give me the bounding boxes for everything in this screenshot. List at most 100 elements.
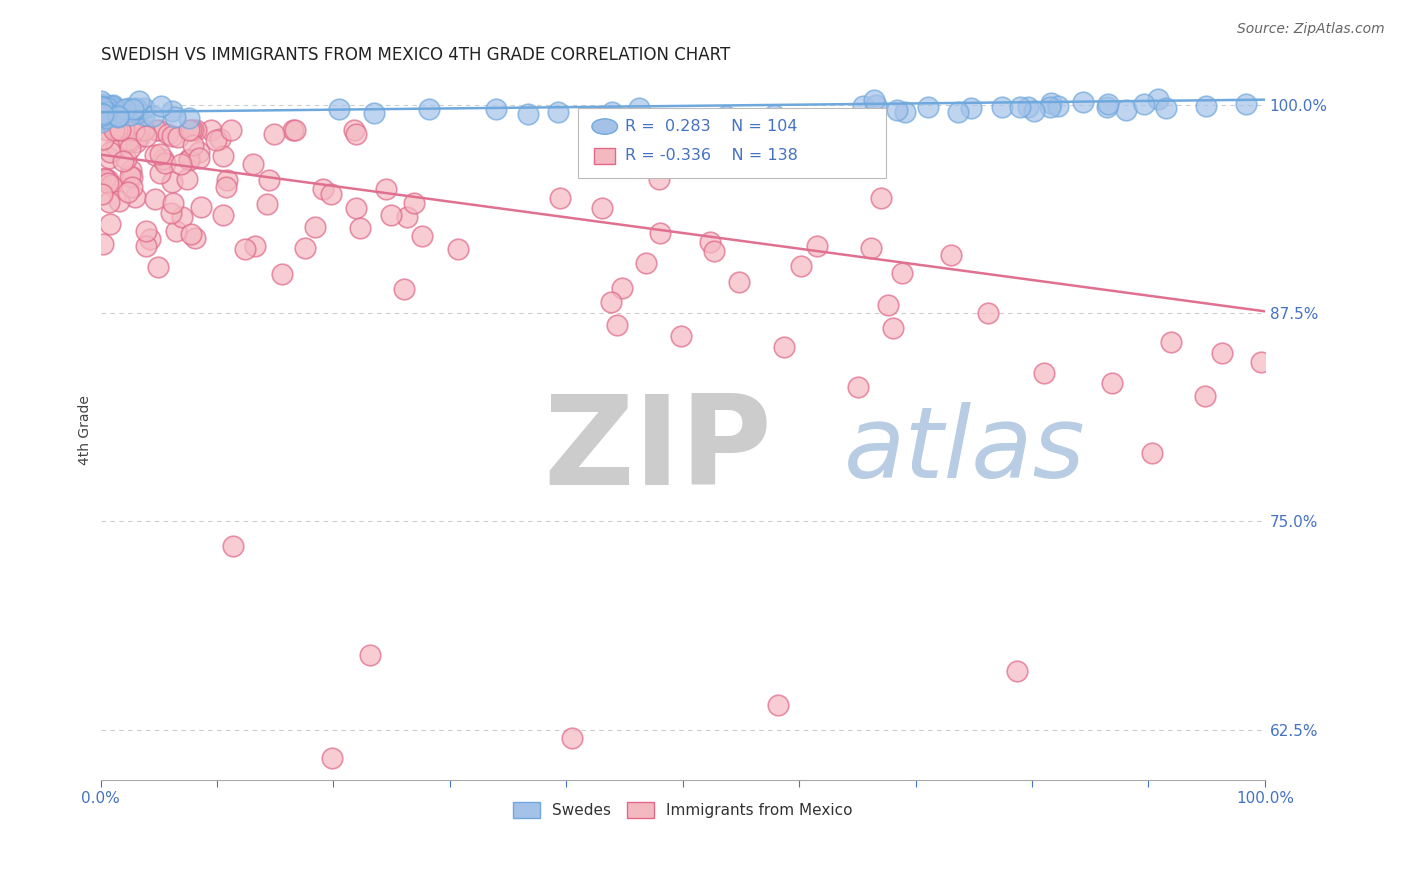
Point bbox=[374, 182, 396, 196]
Point bbox=[188, 151, 211, 165]
Point bbox=[396, 210, 419, 224]
Point bbox=[160, 103, 183, 118]
Point bbox=[418, 102, 440, 116]
Point bbox=[600, 104, 623, 119]
Point bbox=[132, 101, 155, 115]
Point bbox=[304, 220, 326, 235]
Point bbox=[484, 102, 506, 116]
Point bbox=[132, 122, 155, 136]
Point bbox=[188, 145, 211, 159]
Point bbox=[91, 102, 114, 116]
Point bbox=[1140, 445, 1163, 459]
Point bbox=[648, 171, 671, 186]
Point bbox=[162, 175, 184, 189]
Point bbox=[90, 100, 112, 114]
Point bbox=[917, 100, 939, 114]
Point bbox=[763, 108, 786, 122]
Point bbox=[103, 104, 125, 119]
Point bbox=[98, 145, 121, 160]
Point bbox=[90, 101, 112, 115]
Point bbox=[118, 141, 141, 155]
Point bbox=[1097, 96, 1119, 111]
Point bbox=[846, 380, 869, 394]
Point bbox=[284, 122, 307, 136]
Point bbox=[94, 172, 117, 186]
Point bbox=[107, 109, 129, 123]
Point bbox=[170, 210, 193, 224]
Point bbox=[114, 102, 136, 116]
Point bbox=[180, 122, 202, 136]
Point bbox=[561, 731, 583, 745]
Point bbox=[90, 187, 112, 202]
Point bbox=[876, 298, 898, 312]
Point bbox=[1133, 97, 1156, 112]
Point bbox=[100, 178, 122, 192]
Point bbox=[143, 192, 166, 206]
Point bbox=[96, 108, 118, 122]
Point bbox=[90, 103, 112, 117]
Point bbox=[806, 239, 828, 253]
Point bbox=[121, 179, 143, 194]
Point bbox=[97, 173, 120, 187]
Point bbox=[125, 101, 148, 115]
Point bbox=[162, 195, 184, 210]
Point bbox=[100, 105, 122, 120]
Point bbox=[404, 196, 426, 211]
Point bbox=[312, 181, 335, 195]
Point bbox=[108, 122, 131, 136]
Legend: Swedes, Immigrants from Mexico: Swedes, Immigrants from Mexico bbox=[506, 797, 859, 824]
Point bbox=[359, 648, 381, 662]
Point bbox=[1039, 96, 1062, 111]
Point bbox=[117, 135, 139, 149]
Point bbox=[155, 156, 177, 170]
Point bbox=[1017, 100, 1039, 114]
Point bbox=[91, 105, 114, 120]
Point bbox=[1195, 99, 1218, 113]
Point bbox=[112, 122, 135, 136]
Point bbox=[125, 136, 148, 150]
Point bbox=[145, 122, 167, 136]
Point bbox=[134, 108, 156, 122]
Point bbox=[146, 260, 169, 275]
Point bbox=[152, 152, 174, 166]
Point bbox=[772, 340, 794, 354]
Point bbox=[177, 111, 200, 125]
Point bbox=[591, 202, 613, 216]
Point bbox=[380, 208, 402, 222]
Point bbox=[242, 157, 264, 171]
Point bbox=[349, 221, 371, 235]
Point bbox=[93, 102, 115, 116]
Point bbox=[128, 122, 150, 136]
Point bbox=[411, 229, 433, 244]
Point bbox=[669, 328, 692, 343]
Point bbox=[90, 95, 112, 109]
Point bbox=[160, 129, 183, 144]
Point bbox=[156, 128, 179, 142]
Point bbox=[91, 236, 114, 251]
Point bbox=[135, 224, 157, 238]
Point bbox=[703, 244, 725, 258]
Point bbox=[98, 151, 121, 165]
Point bbox=[176, 171, 198, 186]
Point bbox=[163, 110, 186, 124]
Point bbox=[91, 101, 114, 115]
Point bbox=[221, 122, 243, 136]
Point bbox=[94, 104, 117, 119]
Point bbox=[319, 187, 342, 202]
Point bbox=[128, 130, 150, 145]
Point bbox=[143, 148, 166, 162]
Point bbox=[636, 256, 658, 270]
Point bbox=[177, 153, 200, 167]
Point bbox=[184, 231, 207, 245]
Point bbox=[101, 108, 124, 122]
Point bbox=[1005, 665, 1028, 679]
Point bbox=[96, 105, 118, 120]
Point bbox=[865, 98, 887, 112]
Point bbox=[115, 153, 138, 167]
Point bbox=[363, 106, 385, 120]
Point bbox=[869, 191, 891, 205]
Point bbox=[606, 318, 628, 333]
Point bbox=[107, 105, 129, 120]
Point bbox=[91, 132, 114, 146]
Point bbox=[104, 102, 127, 116]
